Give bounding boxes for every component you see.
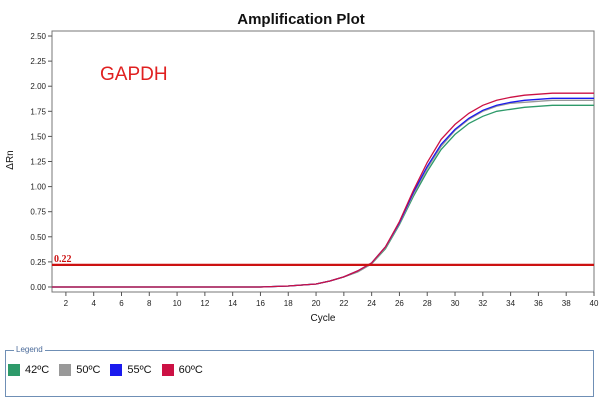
y-tick-label: 1.25	[30, 158, 46, 167]
x-axis-label: Cycle	[310, 313, 335, 324]
legend-swatch	[8, 364, 20, 376]
legend-label: 55ºC	[127, 364, 152, 376]
x-tick-label: 6	[119, 299, 124, 308]
x-tick-label: 18	[284, 299, 293, 308]
legend-item-2[interactable]: 50ºC	[59, 364, 100, 376]
legend-items: 42ºC 50ºC 55ºC 60ºC	[8, 364, 213, 376]
legend-box: Legend 42ºC 50ºC 55ºC 60ºC	[5, 345, 594, 397]
y-tick-label: 0.00	[30, 283, 46, 292]
x-tick-label: 2	[64, 299, 69, 308]
y-tick-label: 1.75	[30, 107, 46, 116]
threshold-label: 0.22	[54, 254, 72, 265]
y-tick-label: 2.50	[30, 32, 46, 41]
legend-swatch	[110, 364, 123, 376]
x-tick-label: 26	[395, 299, 404, 308]
x-tick-label: 38	[562, 299, 571, 308]
legend-item-1[interactable]: 42ºC	[8, 364, 49, 376]
amplification-chart: Amplification Plot 0.00 0.25 0.50 0.75 1.00 1…	[5, 11, 599, 324]
legend-item-4[interactable]: 60ºC	[161, 364, 203, 376]
y-tick-label: 2.00	[30, 82, 46, 91]
y-axis-label: ΔRn	[5, 150, 16, 169]
x-tick-label: 40	[590, 299, 599, 308]
x-tick-label: 30	[451, 299, 460, 308]
series-line-1	[52, 104, 594, 288]
series-line-2	[52, 99, 594, 288]
legend-caption: Legend	[14, 345, 45, 355]
threshold-layer: 0.22	[52, 254, 594, 266]
x-tick-label: 24	[367, 299, 376, 308]
x-tick-label: 16	[256, 299, 265, 308]
y-axis: 0.00 0.25 0.50 0.75 1.00 1.25 1.50 1.75 2.00 2.25…	[30, 32, 52, 292]
x-tick-label: 4	[91, 299, 96, 308]
x-tick-label: 28	[423, 299, 432, 308]
y-tick-label: 1.00	[30, 183, 46, 192]
legend-label: 50ºC	[76, 364, 101, 376]
x-tick-label: 36	[534, 299, 543, 308]
x-tick-label: 10	[173, 299, 182, 308]
legend-item-3[interactable]: 55ºC	[110, 364, 152, 376]
y-tick-label: 1.50	[30, 132, 46, 141]
chart-title: Amplification Plot	[237, 11, 365, 28]
y-tick-label: 2.25	[30, 57, 46, 66]
x-tick-label: 8	[147, 299, 152, 308]
x-tick-label: 32	[478, 299, 487, 308]
x-tick-label: 20	[312, 299, 321, 308]
x-tick-label: 12	[200, 299, 209, 308]
legend-swatch	[59, 364, 72, 376]
gapdh-annotation: GAPDH	[100, 64, 168, 85]
x-tick-label: 22	[339, 299, 348, 308]
x-tick-label: 34	[506, 299, 515, 308]
x-tick-label: 14	[228, 299, 237, 308]
legend-label: 60ºC	[178, 364, 203, 376]
series-layer	[52, 92, 594, 288]
y-tick-label: 0.25	[30, 258, 46, 267]
series-line-4	[52, 92, 594, 288]
legend-swatch	[161, 364, 174, 376]
y-tick-label: 0.50	[30, 233, 46, 242]
x-axis: 2 4 6 8 10 12 14 16 18 20 22 24 26 28 30 32 34 36 38 40	[64, 292, 599, 308]
y-tick-label: 0.75	[30, 208, 46, 217]
series-line-3	[52, 97, 594, 288]
legend-label: 42ºC	[25, 364, 50, 376]
